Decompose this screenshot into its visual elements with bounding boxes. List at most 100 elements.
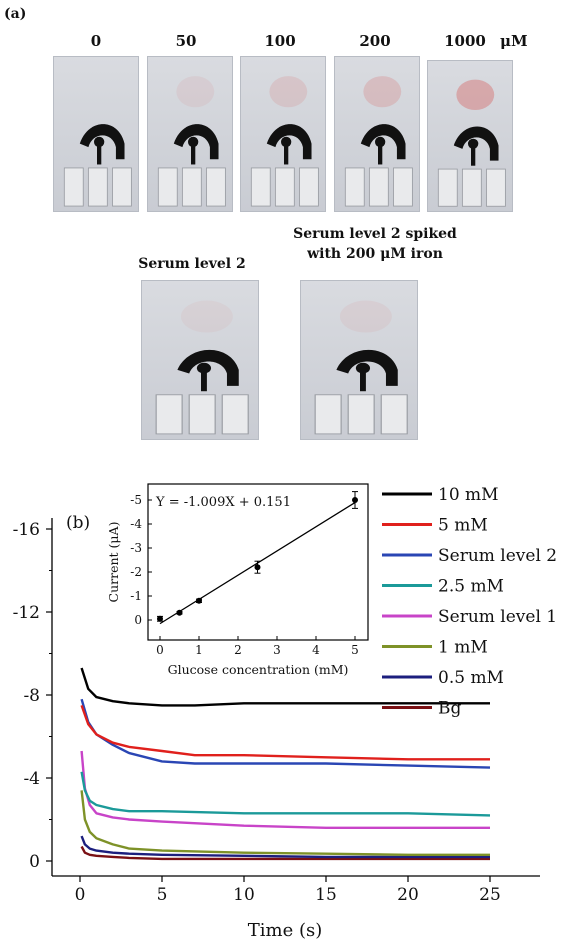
concentration-label: 100 [264,32,296,50]
sensor-strip-photo [427,60,513,212]
series-line [80,705,490,761]
contact-pad [206,167,226,207]
fit-equation: Y = -1.009X + 0.151 [155,495,291,510]
electrode-arc [173,124,219,160]
inset-x-axis-label: Glucose concentration (mM) [168,662,349,677]
contact-pad [437,168,458,207]
inset-y-tick-label: 0 [134,613,142,627]
inset-x-tick-label: 0 [156,643,164,657]
series-line [80,667,490,707]
panel-b-label: (b) [66,513,90,533]
y-tick-label: 0 [29,852,40,872]
x-tick-label: 25 [479,885,501,905]
y-tick-label: -8 [23,686,40,706]
contact-pad [314,394,342,435]
contact-pad [274,167,295,207]
x-tick-label: 10 [233,885,255,905]
sensor-strip-photo [147,56,233,212]
series-line [80,771,491,817]
electrode-arc [336,349,398,386]
electrode-arc [360,124,406,160]
electrode-arc [266,124,312,160]
concentration-label: 50 [175,32,197,50]
current-time-chart: 0 5 10 15 20 25 0 -4 -8 -12 -16 Time (s) (b) 0 1 2 3 4 5 0… [13,483,557,941]
colorimetric-spot [456,79,495,110]
serum-caption-2b: with 200 μM iron [307,246,443,262]
inset-y-tick-label: -5 [130,493,142,507]
inset-x-tick-label: 3 [273,643,281,657]
contact-pad [461,168,482,207]
x-tick-label: 0 [75,885,86,905]
contact-pad [368,167,389,207]
colorimetric-spot [339,300,392,333]
concentration-unit: μM [500,32,528,50]
contact-pad [188,394,216,435]
inset-y-tick-label: -3 [130,541,142,555]
colorimetric-spot [363,76,402,108]
y-tick-label: -4 [23,769,40,789]
series-line [80,835,490,859]
sensor-strip-photo [300,280,418,440]
series-line [80,790,490,856]
contact-pad [393,167,413,207]
y-tick-label: -16 [13,520,40,540]
electrode-arc [453,126,499,161]
sensor-strip-photo [53,56,139,212]
contact-pad [157,167,178,207]
legend-entry: Serum level 1 [438,607,557,627]
contact-pad [250,167,271,207]
legend-entry: 10 mM [438,485,499,505]
sensor-strip-photo [334,56,420,212]
data-point [352,497,358,503]
data-point [196,597,202,604]
contact-pad [155,394,183,435]
legend-entry: 1 mM [438,638,488,658]
contact-pad [299,167,319,207]
contact-pad [380,394,408,435]
data-point [176,609,183,616]
legend-entry: Serum level 2 [438,546,557,566]
sensor-strip-photo [240,56,326,212]
contact-pad [87,167,108,207]
contact-pad [181,167,202,207]
inset-y-tick-label: -1 [130,589,142,603]
series-line [80,845,490,861]
legend-entry: 0.5 mM [438,668,504,688]
x-tick-label: 20 [397,885,419,905]
serum-caption-2a: Serum level 2 spiked [293,226,457,242]
contact-pad [347,394,375,435]
colorimetric-spot [180,300,233,333]
contact-pad [344,167,365,207]
inset-y-tick-label: -4 [130,517,142,531]
panel-a-label: (a) [4,6,27,22]
x-axis-label: Time (s) [248,920,323,941]
contact-pad [221,394,249,435]
contact-pad [486,168,506,207]
legend-entry: Bg [438,699,461,719]
inset-x-tick-label: 1 [195,643,203,657]
data-point [254,564,261,571]
serum-caption-1: Serum level 2 [138,256,246,272]
inset-x-tick-label: 4 [312,643,320,657]
contact-pad [112,167,132,207]
sensor-strip-photo [141,280,259,440]
inset-x-tick-label: 2 [234,643,242,657]
concentration-label: 1000 [444,32,486,50]
colorimetric-spot [176,76,215,108]
legend-entry: 5 mM [438,516,488,536]
inset-x-tick-label: 5 [351,643,359,657]
concentration-label: 0 [90,32,102,50]
concentration-label: 200 [359,32,391,50]
x-tick-label: 15 [315,885,337,905]
legend-entry: 2.5 mM [438,577,504,597]
inset-y-tick-label: -2 [130,565,142,579]
x-tick-label: 5 [157,885,168,905]
electrode-arc [177,349,239,386]
colorimetric-spot [82,76,120,107]
y-tick-label: -12 [13,603,40,623]
electrode-arc [79,124,125,160]
data-point [157,615,163,622]
colorimetric-spot [269,76,308,108]
contact-pad [63,167,84,207]
inset-y-axis-label: Current (μA) [106,522,121,603]
